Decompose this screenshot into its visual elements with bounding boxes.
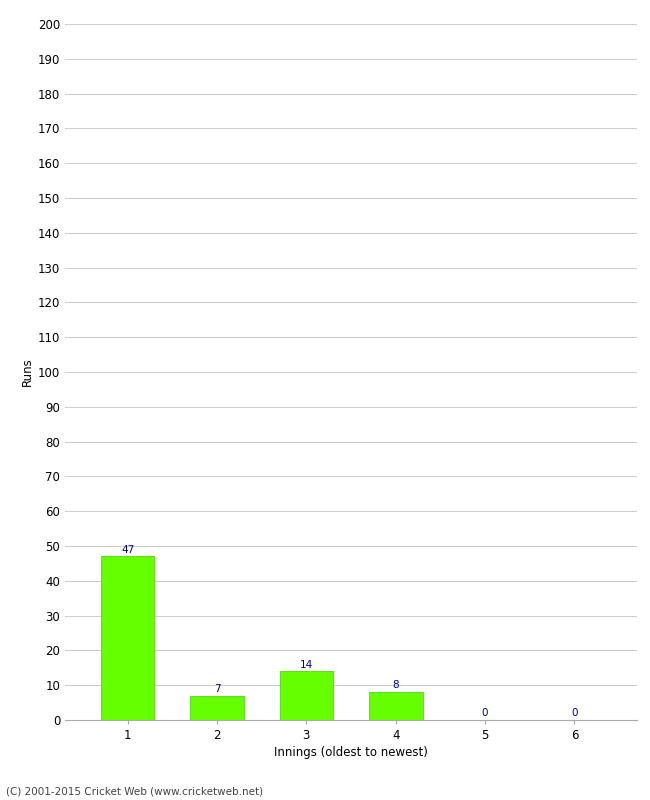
Bar [190,696,244,720]
Bar [280,671,333,720]
X-axis label: Innings (oldest to newest): Innings (oldest to newest) [274,746,428,759]
Bar [369,692,423,720]
Text: 47: 47 [121,545,134,554]
Text: 8: 8 [393,681,399,690]
Text: 14: 14 [300,659,313,670]
Text: (C) 2001-2015 Cricket Web (www.cricketweb.net): (C) 2001-2015 Cricket Web (www.cricketwe… [6,786,264,796]
Text: 0: 0 [571,708,578,718]
Bar [101,557,155,720]
Text: 0: 0 [482,708,488,718]
Y-axis label: Runs: Runs [21,358,34,386]
Text: 7: 7 [214,684,220,694]
